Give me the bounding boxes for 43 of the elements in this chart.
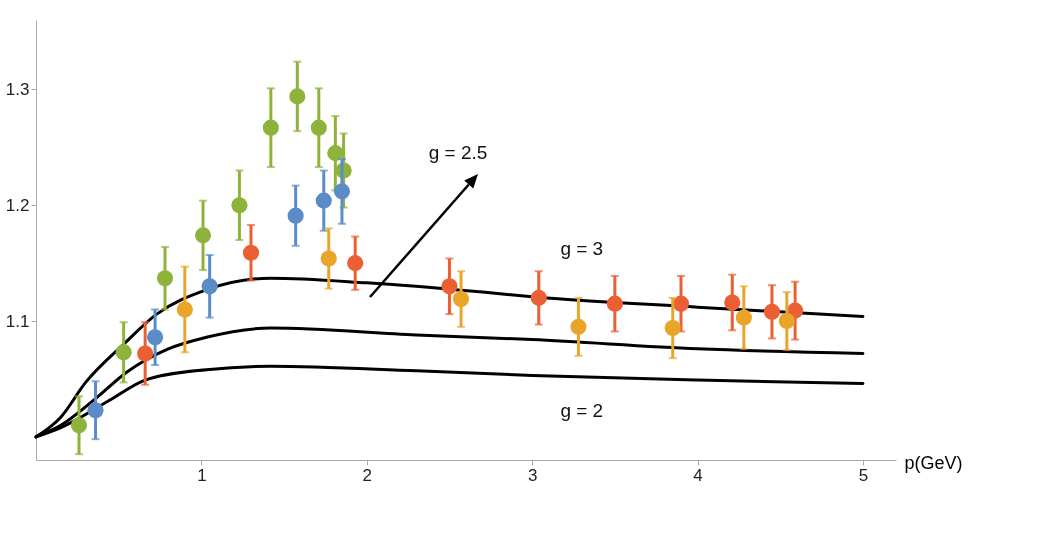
point	[156, 270, 174, 287]
point	[315, 192, 332, 209]
annotation: g = 2.5	[428, 142, 488, 163]
point	[262, 119, 279, 136]
y-tick-label: 1.2	[5, 195, 30, 215]
point	[231, 197, 248, 214]
point	[147, 329, 164, 346]
x-tick-label: 5	[858, 465, 869, 485]
point	[242, 244, 260, 261]
point	[176, 301, 193, 318]
x-tick-label: 2	[362, 465, 372, 485]
point	[70, 417, 88, 434]
annotation: g = 2	[560, 399, 604, 421]
point	[778, 313, 795, 330]
point	[115, 344, 132, 361]
point	[735, 309, 752, 326]
point	[201, 278, 218, 295]
point	[87, 402, 104, 419]
x-tick-label: 1	[197, 465, 207, 485]
point	[672, 295, 690, 312]
point	[570, 318, 587, 335]
point	[441, 278, 458, 295]
annotation: g = 3	[560, 238, 604, 260]
point	[310, 119, 327, 136]
x-axis-title: p(GeV)	[904, 452, 963, 473]
point	[347, 255, 364, 272]
point	[327, 145, 344, 162]
y-tick-label: 1.1	[5, 311, 30, 331]
point	[724, 294, 741, 311]
x-tick-label: 4	[693, 465, 703, 485]
point	[452, 291, 470, 308]
point	[333, 183, 351, 200]
x-tick-label: 3	[527, 465, 538, 485]
point	[287, 207, 304, 224]
point	[137, 345, 154, 362]
point	[606, 295, 623, 312]
point	[194, 227, 212, 244]
point	[320, 250, 337, 267]
y-tick-label: 1.3	[5, 79, 30, 99]
point	[289, 88, 306, 105]
point	[763, 303, 781, 320]
point	[530, 289, 547, 306]
point	[664, 319, 681, 337]
